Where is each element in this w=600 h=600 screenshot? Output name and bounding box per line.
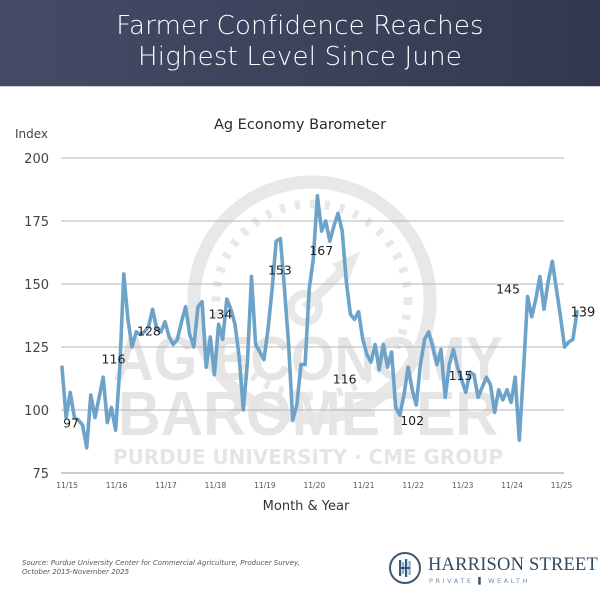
x-tick-label: 11/22 (402, 481, 424, 490)
x-tick-label: 11/16 (106, 481, 128, 490)
y-tick-label: 175 (24, 215, 49, 230)
x-axis-ticks: 11/15 11/16 11/17 11/18 11/19 11/20 11/21 11/22… (56, 481, 572, 490)
gauge-ticks (211, 199, 413, 401)
logo-sub-left: PRIVATE (429, 577, 474, 585)
y-tick-label: 125 (24, 341, 49, 356)
barometer-line (60, 194, 579, 450)
chart-title: Ag Economy Barometer (213, 117, 387, 133)
data-labels: 97 116 128 134 153 167 116 102 115 145 139 (63, 243, 595, 430)
data-label: 102 (400, 413, 424, 428)
gauge-hub (287, 290, 323, 326)
data-label: 153 (268, 262, 292, 277)
barometer-watermark: AG ECONOMY BAROMETER PURDUE UNIVERSITY ·… (113, 175, 503, 469)
data-label: 145 (496, 282, 520, 297)
y-axis-ticks: 75 100 125 150 175 200 (24, 152, 49, 482)
y-tick-label: 100 (24, 404, 49, 419)
data-label: 167 (309, 243, 333, 258)
data-label: 134 (208, 306, 232, 321)
data-label: 115 (449, 368, 473, 383)
x-tick-label: 11/21 (353, 481, 375, 490)
x-tick-label: 11/20 (304, 481, 326, 490)
data-label: 116 (333, 372, 357, 387)
y-tick-label: 75 (32, 467, 49, 482)
gauge-needle (301, 264, 349, 312)
watermark-text-3: PURDUE UNIVERSITY · CME GROUP (113, 445, 503, 469)
gauge-ring (187, 175, 437, 425)
logo-small-building-icon: ▌ (478, 577, 484, 585)
source-note: Source: Purdue University Center for Com… (22, 559, 300, 576)
data-label: 116 (102, 352, 126, 367)
x-tick-label: 11/17 (155, 481, 177, 490)
y-tick-label: 150 (24, 278, 49, 293)
x-tick-label: 11/24 (501, 481, 523, 490)
x-tick-label: 11/19 (254, 481, 276, 490)
data-label: 97 (63, 416, 79, 431)
x-tick-label: 11/18 (205, 481, 227, 490)
headline-line-1: Farmer Confidence Reaches (116, 11, 484, 41)
data-label: 139 (571, 306, 596, 321)
logo-wordmark: HARRISON STREET (428, 555, 599, 575)
logo-sub-right: WEALTH (487, 577, 531, 585)
data-label: 128 (137, 323, 161, 338)
gridlines (61, 157, 564, 474)
header-banner: Farmer Confidence Reaches Highest Level … (0, 0, 600, 87)
x-tick-label: 11/23 (452, 481, 474, 490)
y-tick-label: 200 (24, 152, 49, 167)
y-axis-label: Index (15, 127, 49, 141)
x-tick-label: 11/25 (551, 481, 573, 490)
x-tick-label: 11/15 (56, 481, 78, 490)
x-axis-label: Month & Year (262, 499, 350, 514)
harrison-street-logo: HARRISON STREET PRIVATE ▌ WEALTH (385, 549, 599, 593)
watermark-text-2: BAROMETER (118, 380, 498, 449)
headline-line-2: Highest Level Since June (138, 42, 462, 72)
logo-mark-icon (389, 552, 421, 584)
logo-subtitle: PRIVATE ▌ WEALTH (429, 577, 530, 585)
